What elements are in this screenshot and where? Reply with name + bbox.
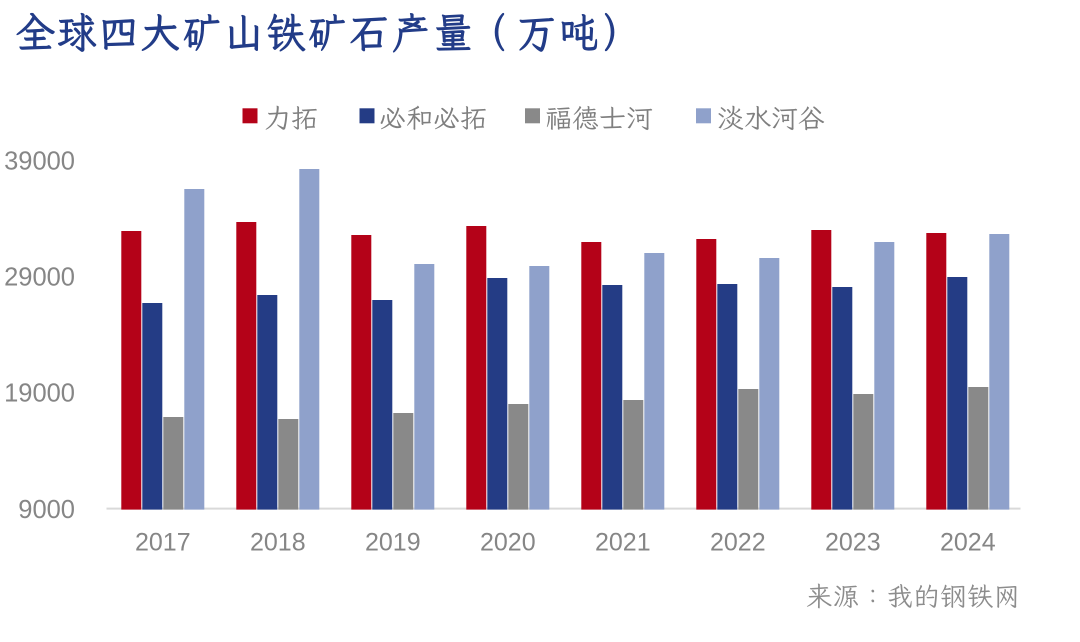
svg-text:2017: 2017 bbox=[135, 529, 191, 557]
svg-text:29000: 29000 bbox=[4, 264, 75, 292]
svg-text:2019: 2019 bbox=[365, 529, 421, 557]
svg-text:39000: 39000 bbox=[4, 147, 75, 175]
svg-text:2021: 2021 bbox=[595, 529, 651, 557]
svg-text:19000: 19000 bbox=[4, 380, 75, 408]
svg-text:2023: 2023 bbox=[825, 529, 881, 557]
svg-text:2018: 2018 bbox=[250, 529, 306, 557]
svg-text:2020: 2020 bbox=[480, 529, 536, 557]
svg-text:2024: 2024 bbox=[940, 529, 996, 557]
svg-text:2022: 2022 bbox=[710, 529, 766, 557]
svg-text:9000: 9000 bbox=[18, 496, 75, 524]
